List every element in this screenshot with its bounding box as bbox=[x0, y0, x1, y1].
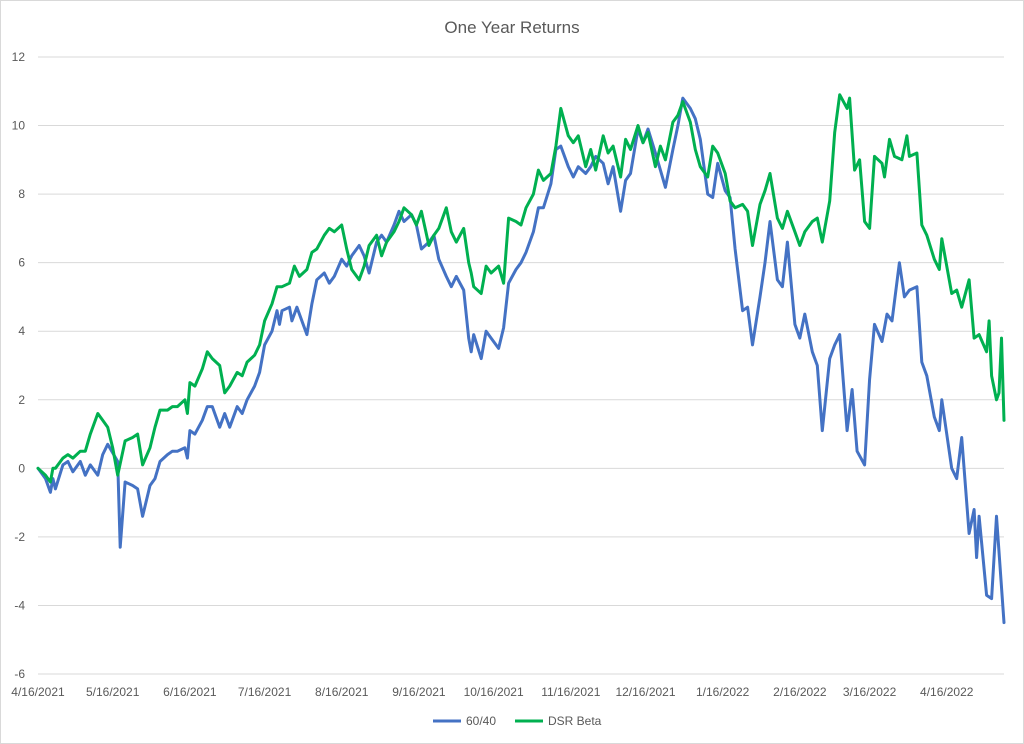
chart-title: One Year Returns bbox=[444, 18, 579, 37]
x-axis-tick-labels: 4/16/2021 5/16/2021 6/16/2021 7/16/2021 8/16… bbox=[11, 685, 973, 699]
x-tick-label: 11/16/2021 bbox=[541, 685, 600, 699]
legend-label: DSR Beta bbox=[548, 714, 602, 728]
x-tick-label: 5/16/2021 bbox=[86, 685, 140, 699]
x-tick-label: 4/16/2021 bbox=[11, 685, 65, 699]
series-lines bbox=[36, 93, 1006, 625]
y-tick-label: 2 bbox=[18, 393, 25, 407]
y-tick-label: 8 bbox=[18, 187, 25, 201]
x-tick-label: 10/16/2021 bbox=[464, 685, 524, 699]
y-tick-label: 0 bbox=[18, 461, 25, 475]
x-tick-label: 1/16/2022 bbox=[696, 685, 750, 699]
y-tick-label: -6 bbox=[14, 667, 25, 681]
y-tick-label: 10 bbox=[12, 119, 26, 133]
x-tick-label: 2/16/2022 bbox=[773, 685, 827, 699]
x-tick-label: 9/16/2021 bbox=[392, 685, 446, 699]
x-tick-label: 7/16/2021 bbox=[238, 685, 292, 699]
y-tick-label: -2 bbox=[14, 530, 25, 544]
series-line-dsr-beta bbox=[36, 93, 1006, 484]
x-tick-label: 4/16/2022 bbox=[920, 685, 974, 699]
series-line-60-40 bbox=[36, 96, 1006, 625]
x-tick-label: 8/16/2021 bbox=[315, 685, 369, 699]
legend: 60/40 DSR Beta bbox=[433, 714, 602, 728]
x-tick-label: 3/16/2022 bbox=[843, 685, 897, 699]
y-axis-tick-labels: -6 -4 -2 0 2 4 6 8 10 12 bbox=[12, 50, 26, 681]
x-tick-label: 6/16/2021 bbox=[163, 685, 217, 699]
y-tick-label: 6 bbox=[18, 256, 25, 270]
x-tick-label: 12/16/2021 bbox=[615, 685, 675, 699]
y-tick-label: 4 bbox=[18, 324, 25, 338]
legend-label: 60/40 bbox=[466, 714, 496, 728]
y-tick-label: 12 bbox=[12, 50, 26, 64]
gridlines bbox=[38, 56, 1004, 675]
y-tick-label: -4 bbox=[14, 598, 25, 612]
